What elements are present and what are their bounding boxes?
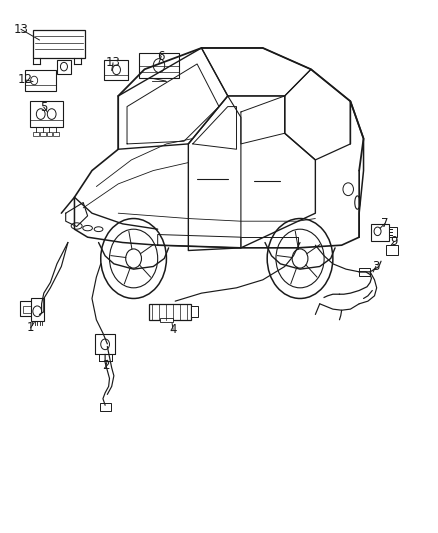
FancyBboxPatch shape <box>386 245 398 255</box>
FancyBboxPatch shape <box>149 304 191 320</box>
Text: 13: 13 <box>14 23 28 36</box>
FancyBboxPatch shape <box>191 306 198 317</box>
Text: 9: 9 <box>390 235 398 248</box>
Text: 13: 13 <box>106 56 120 69</box>
Text: 4: 4 <box>169 323 177 336</box>
FancyBboxPatch shape <box>100 403 111 411</box>
Text: 2: 2 <box>102 359 110 372</box>
Text: 12: 12 <box>18 74 33 86</box>
Text: 1: 1 <box>27 321 35 334</box>
FancyBboxPatch shape <box>40 132 46 136</box>
FancyBboxPatch shape <box>389 227 397 237</box>
FancyBboxPatch shape <box>47 132 52 136</box>
FancyBboxPatch shape <box>104 60 128 80</box>
FancyBboxPatch shape <box>33 30 85 58</box>
FancyBboxPatch shape <box>160 318 173 322</box>
FancyBboxPatch shape <box>30 101 63 127</box>
FancyBboxPatch shape <box>33 132 39 136</box>
Text: 6: 6 <box>157 50 165 63</box>
Text: 7: 7 <box>381 217 389 230</box>
FancyBboxPatch shape <box>359 268 370 276</box>
FancyBboxPatch shape <box>371 224 389 241</box>
Text: 5: 5 <box>40 101 47 114</box>
FancyBboxPatch shape <box>20 301 37 316</box>
FancyBboxPatch shape <box>31 298 44 321</box>
FancyBboxPatch shape <box>23 306 31 313</box>
Text: 3: 3 <box>372 260 379 273</box>
FancyBboxPatch shape <box>139 53 179 78</box>
FancyBboxPatch shape <box>53 132 59 136</box>
FancyBboxPatch shape <box>25 70 56 91</box>
FancyBboxPatch shape <box>95 334 115 354</box>
FancyBboxPatch shape <box>57 60 71 74</box>
